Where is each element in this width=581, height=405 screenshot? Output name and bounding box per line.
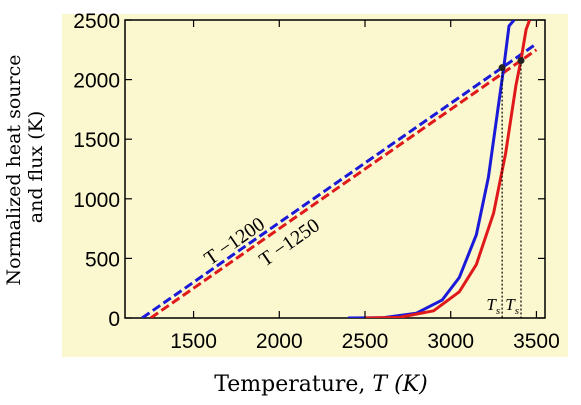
plot-panel [62, 14, 568, 357]
linear-flux-line-1 [149, 48, 538, 318]
y-tick-label: 0 [108, 308, 120, 331]
linear-flux-line-0 [141, 42, 538, 318]
ts-label: Ts [486, 295, 500, 317]
heat-source-curve-3 [364, 20, 532, 318]
intersection-point [498, 64, 506, 72]
x-tick-label: 2500 [342, 330, 389, 353]
x-axis-label: Temperature, T (K) [214, 372, 427, 397]
series-layer [141, 20, 538, 318]
x-tick-label: 2000 [256, 330, 303, 353]
ts-label: Ts [505, 295, 519, 317]
x-axis-label-variable: T (K) [372, 372, 427, 397]
x-axis-label-text: Temperature, [214, 372, 372, 397]
plot-frame [124, 19, 546, 319]
y-tick-label: 500 [85, 248, 120, 271]
intersection-point [517, 57, 525, 65]
y-axis-label-line1: Normalized heat source [3, 55, 25, 286]
heat-source-curve-2 [347, 20, 516, 318]
y-tick-label: 1500 [73, 129, 120, 152]
x-tick-label: 3000 [427, 330, 474, 353]
x-tick-label: 3500 [513, 330, 560, 353]
ticks-layer: 1500 2000 2500 3000 3500 0 500 1000 1500 2000 2500 [73, 10, 560, 353]
x-tick-label: 1500 [170, 330, 217, 353]
y-tick-label: 2500 [73, 10, 120, 33]
y-tick-label: 2000 [73, 70, 120, 93]
y-axis-label: Normalized heat source and flux (K) [3, 48, 47, 285]
y-axis-label-line2: and flux (K) [25, 111, 47, 223]
y-tick-label: 1000 [73, 189, 120, 212]
